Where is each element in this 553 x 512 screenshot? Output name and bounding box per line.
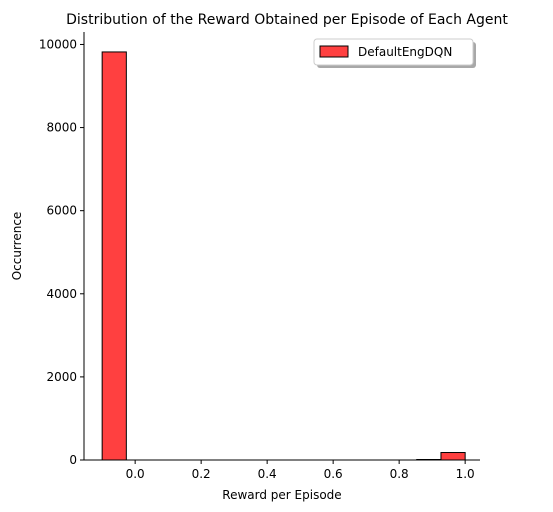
x-tick-label: 0.2 [192, 467, 211, 481]
y-tick-label: 6000 [46, 204, 77, 218]
bars-group [101, 51, 466, 461]
x-tick-label: 0.0 [126, 467, 145, 481]
y-tick-label: 0 [69, 453, 77, 467]
histogram-bar-14 [440, 452, 466, 461]
x-tick-label: 0.8 [390, 467, 409, 481]
y-tick-label: 10000 [39, 37, 77, 51]
histogram-bar-0 [101, 51, 127, 461]
x-axis-label: Reward per Episode [222, 488, 341, 502]
x-tick-label: 1.0 [456, 467, 475, 481]
y-axis-label: Occurrence [10, 212, 24, 281]
y-ticks-group: 0 2000 4000 6000 8000 10000 [39, 37, 84, 467]
y-tick-label: 4000 [46, 287, 77, 301]
chart-title: Distribution of the Reward Obtained per … [66, 12, 508, 28]
legend-box [313, 38, 474, 66]
legend-swatch [319, 45, 349, 58]
x-tick-label: 0.4 [258, 467, 277, 481]
legend: DefaultEngDQN [313, 38, 476, 68]
x-tick-label: 0.6 [324, 467, 343, 481]
y-tick-label: 2000 [46, 370, 77, 384]
legend-label: DefaultEngDQN [358, 45, 452, 59]
y-tick-label: 8000 [46, 121, 77, 135]
x-ticks-group: 0.0 0.2 0.4 0.6 0.8 1.0 [126, 460, 475, 481]
